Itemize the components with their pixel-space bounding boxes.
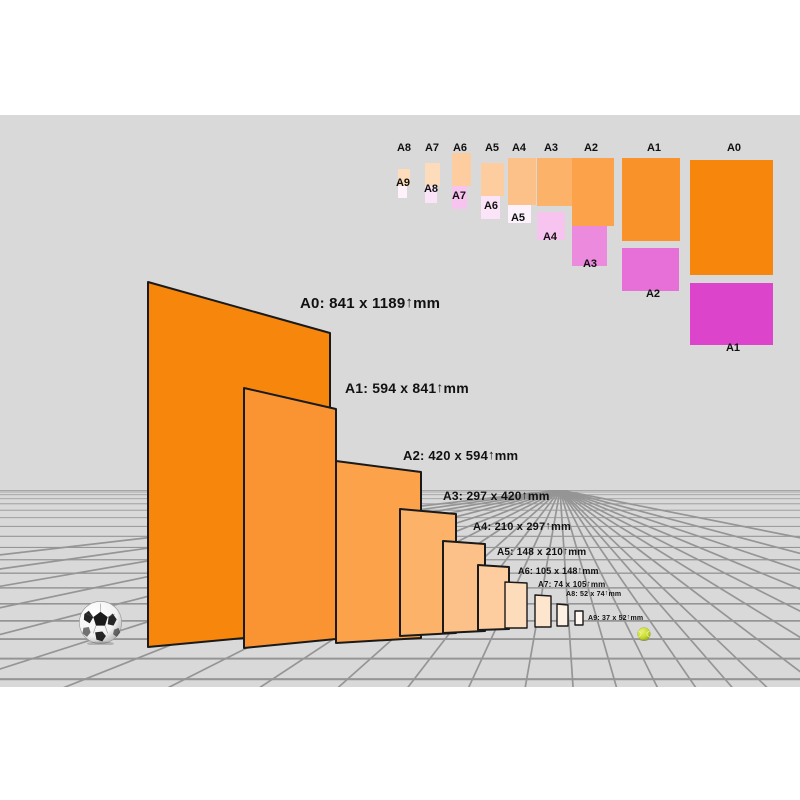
panel-label-dims: A3: 297 x 420 [443,489,522,503]
chart-label-a5-bottom: A5 [510,212,526,224]
paper-panel-a5 [477,564,510,631]
chart-label-a6-bottom: A6 [483,200,499,212]
panel-label-unit: mm [608,591,622,598]
panel-label-unit: mm [582,566,599,576]
panel-label-a9: A9: 37 x 52↑mm [588,614,644,622]
chart-label-a1-top: A1 [646,142,662,154]
paper-panel-a4 [442,540,486,634]
chart-box-a9-bottom [398,186,407,198]
paper-panel-a8 [556,603,569,627]
chart-box-a3-top [537,158,572,206]
chart-box-a7-top [425,163,440,186]
panel-label-dims: A4: 210 x 297 [473,521,546,533]
chart-box-a2-bottom [622,248,679,291]
up-arrow-icon: ↑ [405,294,414,311]
chart-label-a2-bottom: A2 [645,288,661,300]
chart-label-a8-bottom: A8 [423,183,439,195]
chart-label-a4-bottom: A4 [542,231,558,243]
panel-label-unit: mm [568,547,587,558]
up-arrow-icon: ↑ [562,546,569,557]
chart-label-a0-top: A0 [726,142,742,154]
chart-label-a3-bottom: A3 [582,258,598,270]
chart-label-a3-top: A3 [543,142,559,154]
up-arrow-icon: ↑ [436,379,444,395]
panel-label-dims: A6: 105 x 148 [518,566,578,576]
paper-panel-a6 [504,581,528,629]
panel-label-a5: A5: 148 x 210↑mm [497,546,587,558]
panel-label-dims: A2: 420 x 594 [403,448,488,463]
chart-box-a8-bottom [425,186,437,203]
chart-box-a0-top [690,160,773,275]
panel-label-unit: mm [413,295,441,312]
chart-label-a6-top: A6 [452,142,468,154]
chart-label-a1-bottom: A1 [725,342,741,354]
up-arrow-icon: ↑ [577,565,583,575]
chart-label-a2-top: A2 [583,142,599,154]
chart-label-a4-top: A4 [511,142,527,154]
up-arrow-icon: ↑ [604,590,609,597]
panel-label-unit: mm [443,380,469,396]
panel-label-a3: A3: 297 x 420↑mm [443,488,550,503]
paper-size-chart [398,153,773,345]
panel-label-a7: A7: 74 x 105↑mm [538,579,606,589]
up-arrow-icon: ↑ [626,614,631,621]
chart-box-a3-bottom [572,226,607,266]
panel-label-dims: A5: 148 x 210 [497,547,563,558]
chart-box-a2-top [572,158,614,226]
chart-label-a7-top: A7 [424,142,440,154]
chart-label-a8-top: A8 [396,142,412,154]
panel-label-a8: A8: 52 x 74↑mm [566,590,622,598]
paper-panel-a7 [534,594,552,628]
chart-label-a5-top: A5 [484,142,500,154]
panel-label-a2: A2: 420 x 594↑mm [403,447,519,463]
panel-label-unit: mm [494,448,519,463]
paper-panels-3d [147,281,584,649]
chart-box-a6-bottom [481,196,500,219]
panel-label-dims: A1: 594 x 841 [345,380,437,396]
panel-label-a0: A0: 841 x 1189↑mm [300,294,441,312]
tennis-ball-icon [637,627,651,641]
chart-label-a7-bottom: A7 [451,190,467,202]
panel-label-unit: mm [630,615,644,622]
chart-box-a1-top [622,158,680,241]
up-arrow-icon: ↑ [586,579,591,588]
panel-label-unit: mm [527,489,550,503]
chart-box-a7-bottom [452,186,467,209]
panel-label-dims: A8: 52 x 74 [566,591,605,598]
illustration-canvas: A0: 841 x 1189↑mm A1: 594 x 841↑mm A2: 420… [0,115,800,687]
chart-box-a5-bottom [508,205,531,223]
chart-box-a1-bottom [690,283,773,345]
soccer-ball-icon [79,601,122,645]
panel-label-a4: A4: 210 x 297↑mm [473,520,571,533]
up-arrow-icon: ↑ [545,520,552,532]
paper-panel-a9 [574,610,584,626]
up-arrow-icon: ↑ [521,488,528,502]
panel-label-unit: mm [551,521,571,533]
panel-label-dims: A0: 841 x 1189 [300,295,406,312]
chart-box-a6-top [452,153,471,186]
panel-label-unit: mm [590,580,606,589]
chart-box-a4-bottom [537,212,565,240]
chart-box-a5-top [481,163,504,196]
chart-label-a9-bottom: A9 [395,177,411,189]
panel-label-a6: A6: 105 x 148↑mm [518,565,599,576]
panel-label-dims: A7: 74 x 105 [538,580,587,589]
panel-label-a1: A1: 594 x 841↑mm [345,379,469,396]
chart-box-a4-top [508,158,536,205]
up-arrow-icon: ↑ [488,447,495,462]
panel-label-dims: A9: 37 x 52 [588,615,627,622]
chart-box-a8-top [398,169,410,186]
